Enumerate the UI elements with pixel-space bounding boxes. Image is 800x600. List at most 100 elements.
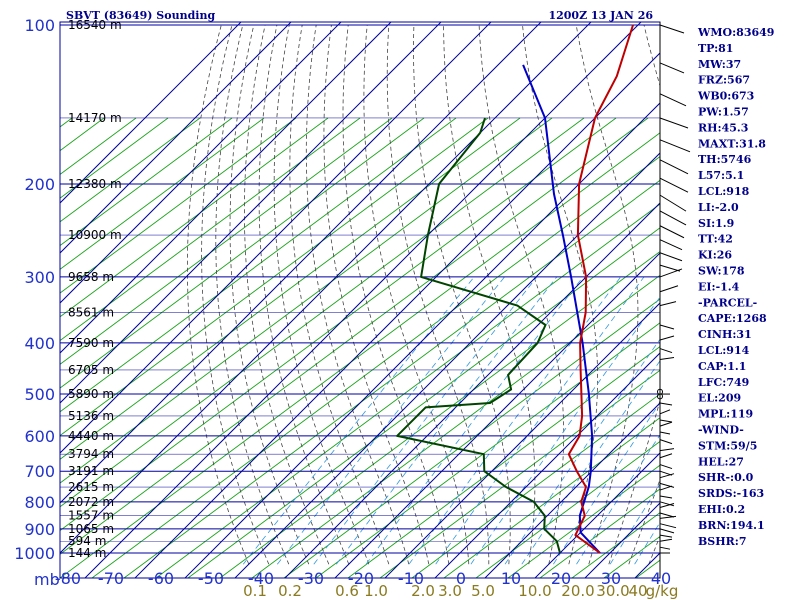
isotherm <box>60 22 442 404</box>
pressure-tick-label: 700 <box>24 462 55 481</box>
wind-barb <box>659 495 673 499</box>
moist-adiabat <box>258 24 350 565</box>
temperature-tick-label: -80 <box>55 569 81 588</box>
index-value: SHR-:0.0 <box>698 471 754 484</box>
dry-adiabat <box>60 117 169 199</box>
wind-barb <box>659 482 675 488</box>
pressure-tick-label: 200 <box>24 175 55 194</box>
wind-barb <box>659 210 687 226</box>
temperature-tick-label: -50 <box>198 569 224 588</box>
mixing-ratio-line <box>276 276 505 565</box>
index-value: LI:-2.0 <box>698 201 739 214</box>
wind-barb <box>659 93 687 107</box>
mixing-ratio-label: 5.0 <box>471 582 495 600</box>
height-label: 16540 m <box>68 18 122 32</box>
height-label: 8561 m <box>68 305 114 319</box>
dry-adiabat <box>60 117 361 342</box>
index-value: LCL:918 <box>698 185 750 198</box>
height-label: 6705 m <box>68 363 114 377</box>
wind-barb <box>659 534 673 538</box>
temperature-tick-label: 0 <box>456 569 466 588</box>
wind-barb <box>659 503 675 508</box>
moist-adiabat <box>289 24 390 565</box>
isotherm <box>60 22 242 204</box>
dry-adiabat <box>60 117 393 365</box>
wind-barb <box>659 501 675 507</box>
wind-barb <box>659 546 671 550</box>
moist-adiabat <box>215 24 290 565</box>
temperature-tick-label: -60 <box>148 569 174 588</box>
isotherm <box>84 22 642 578</box>
wind-barb <box>659 419 673 423</box>
temperature-tick-label: -10 <box>398 569 424 588</box>
temperature-line <box>567 24 634 554</box>
temperature-tick-label: -20 <box>348 569 374 588</box>
mixing-ratio-line <box>634 521 660 565</box>
temperature-tick-label: 10 <box>501 569 521 588</box>
wind-barb <box>659 431 671 435</box>
mixing-ratio-label: 30.0 <box>596 582 629 600</box>
height-label: 1557 m <box>68 509 114 523</box>
moist-adiabat <box>575 24 639 565</box>
temperature-tick-label: 20 <box>551 569 571 588</box>
moist-adiabat <box>342 24 450 565</box>
index-value: L57:5.1 <box>698 169 744 182</box>
index-value: LCL:914 <box>698 344 750 357</box>
index-value: SW:178 <box>698 265 745 278</box>
mixing-ratio-label: 20.0 <box>561 582 594 600</box>
index-value: TH:5746 <box>698 153 752 166</box>
index-value: -PARCEL- <box>698 296 757 309</box>
index-value: SRDS:-163 <box>698 487 764 500</box>
dry-adiabat <box>60 117 265 270</box>
wind-barb <box>659 528 675 534</box>
mixing-ratio-line <box>242 276 475 565</box>
mixing-ratio-label: 0.1 <box>243 582 267 600</box>
height-label: 7590 m <box>68 336 114 350</box>
chart-datetime: 1200Z 13 JAN 26 <box>548 9 653 22</box>
index-value: HEL:27 <box>698 455 744 468</box>
isotherm <box>184 102 660 578</box>
isotherm <box>284 202 660 578</box>
pressure-unit-label: mb <box>34 570 60 589</box>
profiles <box>396 24 634 554</box>
background-grid <box>60 22 660 578</box>
dewpoint-line <box>396 117 561 554</box>
wind-barb <box>659 453 673 459</box>
moist-adiabat <box>305 24 410 565</box>
height-label: 2072 m <box>68 495 114 509</box>
dry-adiabat <box>60 117 521 460</box>
wind-barb <box>659 301 677 307</box>
wind-barb <box>659 409 671 415</box>
pressure-tick-label: 400 <box>24 334 55 353</box>
mixing-ratio-line <box>553 401 660 565</box>
wind-barb <box>659 356 675 360</box>
index-value: SI:1.9 <box>698 217 734 230</box>
temperature-tick-label: -70 <box>98 569 124 588</box>
height-label: 1065 m <box>68 522 114 536</box>
height-label: 10900 m <box>68 228 122 242</box>
wind-barb <box>659 264 681 272</box>
wind-barb <box>659 439 673 445</box>
pressure-tick-label: 300 <box>24 268 55 287</box>
isotherm <box>484 402 660 578</box>
dry-adiabat <box>60 117 425 389</box>
pressure-tick-label: 1000 <box>14 544 55 563</box>
index-value: WB0:673 <box>697 90 754 103</box>
index-value: MPL:119 <box>698 408 753 421</box>
index-value: EL:209 <box>698 392 741 405</box>
mixing-ratio-label: 0.6 <box>335 582 359 600</box>
mixing-ratio-line <box>313 276 538 565</box>
mixing-ratio-label: 1.0 <box>364 582 388 600</box>
wind-barb <box>659 402 673 406</box>
isotherm <box>434 352 660 578</box>
wind-barb <box>659 421 673 427</box>
axis-labels: SBVT (83649) Sounding 1200Z 13 JAN 26 10… <box>14 9 678 600</box>
index-value: KI:26 <box>698 249 732 262</box>
height-label: 144 m <box>68 546 106 560</box>
dry-adiabat <box>60 117 297 294</box>
isotherm <box>60 22 492 454</box>
height-label: 9658 m <box>68 270 114 284</box>
index-value: CAP:1.1 <box>698 360 746 373</box>
wind-barb <box>659 485 673 491</box>
indices-panel: WMO:83649 TP:81 MW:37 FRZ:567 WB0:673 PW:1.57… <box>697 26 774 548</box>
